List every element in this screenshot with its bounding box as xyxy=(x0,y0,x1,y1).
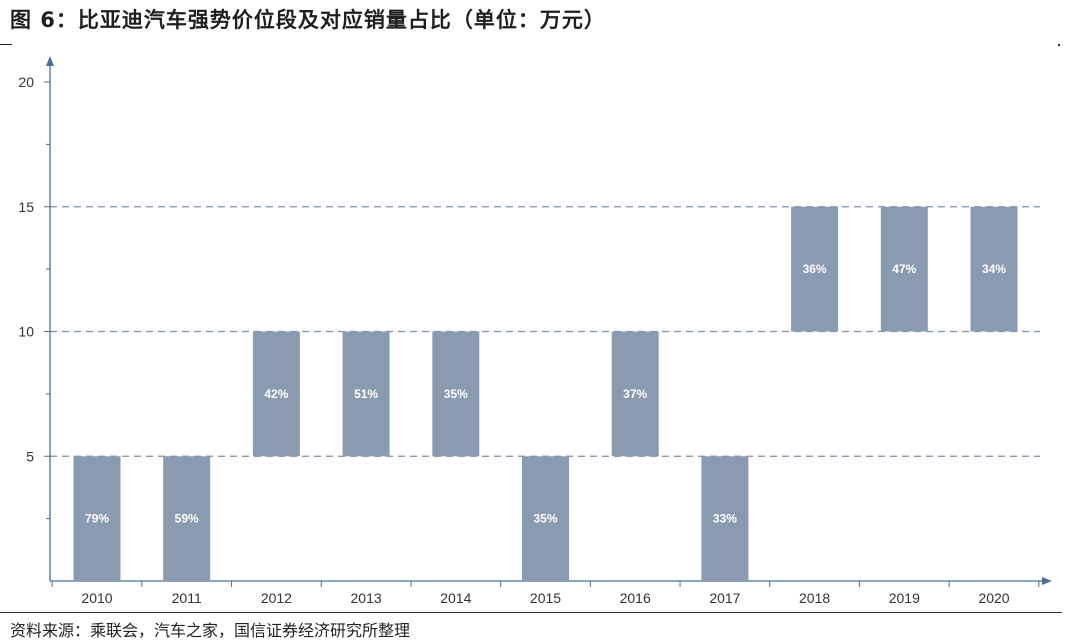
y-tick-label: 20 xyxy=(18,74,34,90)
bar-share-label: 34% xyxy=(982,262,1006,276)
x-tick-label: 2010 xyxy=(81,590,112,606)
x-tick-label: 2014 xyxy=(440,590,471,606)
bar xyxy=(791,206,839,332)
x-tick-label: 2016 xyxy=(620,590,651,606)
bar-share-label: 35% xyxy=(444,387,468,401)
bar-share-label: 42% xyxy=(264,387,288,401)
bar-share-label: 51% xyxy=(354,387,378,401)
bar-share-label: 37% xyxy=(623,387,647,401)
bar xyxy=(73,456,121,581)
bar-share-label: 33% xyxy=(713,512,737,526)
x-tick-label: 2011 xyxy=(172,590,202,606)
x-tick-label: 2017 xyxy=(709,590,740,606)
bar-share-label: 79% xyxy=(85,512,109,526)
top-rule-mark xyxy=(1058,44,1060,46)
bar xyxy=(432,331,480,457)
bar xyxy=(880,206,928,332)
source-note: 资料来源：乘联会，汽车之家，国信证券经济研究所整理 xyxy=(10,621,411,640)
bar-share-label: 47% xyxy=(892,262,916,276)
figure-title: 图 6：比亚迪汽车强势价位段及对应销量占比（单位：万元） xyxy=(10,8,606,32)
x-tick-label: 2012 xyxy=(261,590,292,606)
bar xyxy=(611,331,659,457)
x-tick-label: 2019 xyxy=(889,590,920,606)
bar-share-label: 59% xyxy=(175,512,199,526)
y-axis-arrow xyxy=(46,56,54,66)
bar xyxy=(522,456,569,581)
y-tick-label: 15 xyxy=(18,199,34,215)
bottom-rule xyxy=(0,612,1062,613)
y-tick-label: 10 xyxy=(18,324,34,340)
bar xyxy=(252,331,300,457)
x-tick-label: 2015 xyxy=(530,590,561,606)
x-tick-label: 2020 xyxy=(978,590,1009,606)
bar-share-label: 36% xyxy=(803,262,827,276)
bar-share-label: 35% xyxy=(533,512,557,526)
x-tick-label: 2018 xyxy=(799,590,830,606)
x-tick-label: 2013 xyxy=(351,590,382,606)
bar xyxy=(163,456,211,581)
y-tick-label: 5 xyxy=(26,448,34,464)
price-range-chart: 5 10 15 20 2010 2011 2012 2013 2014 2015 2016 2017 2… xyxy=(18,56,1052,606)
bar xyxy=(701,456,749,581)
x-axis-arrow xyxy=(1042,577,1052,585)
bar xyxy=(970,206,1018,332)
bar xyxy=(342,331,390,457)
top-rule xyxy=(0,44,12,45)
